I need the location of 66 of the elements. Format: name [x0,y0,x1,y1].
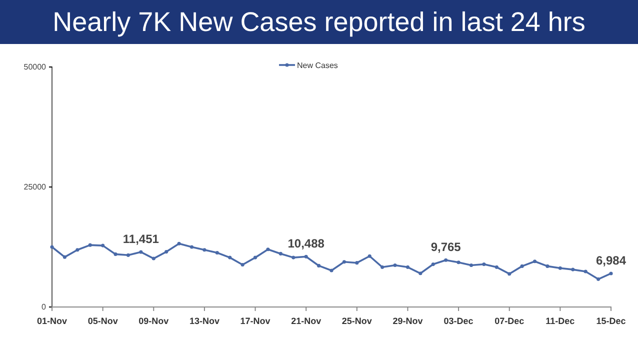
point [292,256,296,260]
x-tick-label: 05-Nov [88,316,118,326]
y-tick-label: 25000 [24,182,47,192]
data-label: 11,451 [122,232,160,246]
point [304,254,308,258]
point [393,263,397,268]
point [609,272,613,276]
point [546,264,550,268]
point [317,264,321,268]
point [152,256,156,260]
point [101,244,105,248]
point [558,266,562,270]
point [482,262,486,266]
x-tick-label: 21-Nov [291,316,322,326]
point [368,254,372,258]
x-tick-label: 17-Nov [240,316,270,326]
x-tick-label: 03-Dec [444,316,474,326]
point [50,245,54,249]
point [431,262,435,266]
point [114,252,118,256]
y-tick-label: 0 [42,302,47,312]
y-tick-label: 50000 [24,62,47,72]
point [380,265,384,269]
x-tick-label: 13-Nov [189,316,220,326]
point [418,272,422,276]
point [532,260,537,264]
point [190,245,194,249]
point [571,268,575,272]
data-label: 10,488 [288,236,325,251]
point [456,260,460,264]
x-tick-label: 25-Nov [342,316,372,326]
data-label: 9,765 [430,240,462,254]
x-tick-label: 15-Dec [596,316,626,326]
point [88,243,92,247]
point [76,248,80,252]
point [139,250,143,254]
point [584,270,588,274]
x-tick-label: 29-Nov [392,316,423,326]
data-label: 6,984 [596,253,626,268]
point [508,272,512,276]
point [126,253,130,257]
point [202,248,206,252]
point [330,268,334,272]
point [164,250,168,254]
point [228,256,232,260]
point [62,255,66,259]
point [520,264,524,268]
x-tick-label: 11-Dec [546,316,575,326]
point [342,260,346,264]
point [494,265,498,269]
point [469,263,474,268]
point [177,242,181,246]
point [596,277,600,281]
x-tick-label: 07-Dec [494,316,524,326]
legend-label: New Cases [297,61,338,70]
x-tick-label: 09-Nov [138,316,169,326]
point [355,261,359,265]
point [253,256,258,260]
point [240,262,244,267]
point [406,265,410,269]
point [215,250,219,255]
chart-title: Nearly 7K New Cases reported in last 24 hrs [52,7,586,37]
point [444,258,448,262]
point [266,248,270,252]
x-tick-label: 01-Nov [36,316,68,326]
point [278,252,282,256]
